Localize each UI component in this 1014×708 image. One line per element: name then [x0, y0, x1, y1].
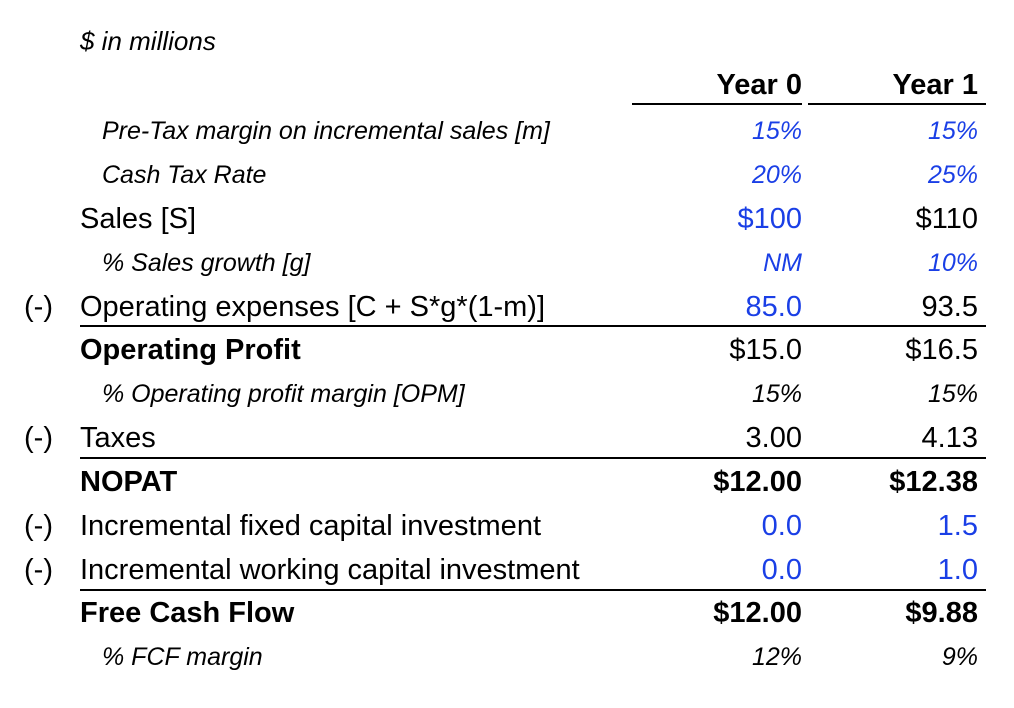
table-row-operating-profit-margin: % Operating profit margin [OPM] 15% 15% [0, 372, 1014, 416]
table-row-nopat: NOPAT $12.00 $12.38 [0, 460, 1014, 504]
table-row-fcf-margin: % FCF margin 12% 9% [0, 635, 1014, 679]
row-label: Cash Tax Rate [102, 161, 267, 189]
cell-year-1: 4.13 [921, 422, 978, 454]
cell-year-0: 3.00 [745, 422, 802, 454]
row-label: Sales [S] [80, 203, 197, 235]
subtotal-rule [80, 457, 986, 459]
cell-year-0: $15.0 [729, 334, 802, 366]
row-label: Incremental working capital investment [80, 554, 580, 586]
cell-year-1: 10% [927, 249, 978, 277]
table-row-free-cash-flow: Free Cash Flow $12.00 $9.88 [0, 591, 1014, 635]
cell-year-0: $12.00 [713, 597, 802, 629]
cell-year-0: 0.0 [761, 510, 802, 542]
cell-year-1: 1.0 [937, 554, 978, 586]
units-caption: $ in millions [80, 26, 216, 56]
subtract-prefix: (-) [24, 554, 53, 586]
subtotal-rule [80, 325, 986, 327]
cell-year-0: 85.0 [745, 291, 802, 323]
table-row-sales: Sales [S] $100 $110 [0, 197, 1014, 241]
header-underline-year-0 [632, 103, 802, 105]
table-row-working-capital-investment: (-) Incremental working capital investmen… [0, 548, 1014, 592]
row-label: % Sales growth [g] [102, 249, 311, 277]
cell-year-1: $12.38 [889, 466, 978, 498]
cell-year-0: 15% [751, 380, 802, 408]
cell-year-0: 0.0 [761, 554, 802, 586]
table-row-sales-growth: % Sales growth [g] NM 10% [0, 241, 1014, 285]
subtotal-rule [80, 589, 986, 591]
row-label: Incremental fixed capital investment [80, 510, 541, 542]
header-underline-year-1 [808, 103, 986, 105]
cell-year-0: 20% [751, 161, 802, 189]
cell-year-0: NM [763, 249, 802, 277]
cell-year-0: $100 [737, 203, 802, 235]
cell-year-1: $9.88 [905, 597, 978, 629]
cell-year-1: $110 [915, 203, 978, 235]
cell-year-0: $12.00 [713, 466, 802, 498]
column-header-year-0: Year 0 [716, 69, 802, 101]
row-label: % Operating profit margin [OPM] [102, 380, 465, 408]
cell-year-0: 12% [751, 643, 802, 671]
subtract-prefix: (-) [24, 291, 53, 323]
row-label: Taxes [80, 422, 156, 454]
table-row-operating-expenses: (-) Operating expenses [C + S*g*(1-m)] 85.… [0, 285, 1014, 329]
column-header-year-1: Year 1 [892, 69, 978, 101]
table-row-fixed-capital-investment: (-) Incremental fixed capital investment 0… [0, 504, 1014, 548]
table-row-pretax-margin: Pre-Tax margin on incremental sales [m] 1… [0, 109, 1014, 153]
cell-year-1: 9% [941, 643, 978, 671]
cell-year-0: 15% [751, 117, 802, 145]
row-label: Operating expenses [C + S*g*(1-m)] [80, 291, 546, 323]
table-row-operating-profit: Operating Profit $15.0 $16.5 [0, 328, 1014, 372]
row-label: NOPAT [80, 466, 178, 498]
subtract-prefix: (-) [24, 422, 53, 454]
row-label: Operating Profit [80, 334, 301, 366]
row-label: Pre-Tax margin on incremental sales [m] [102, 117, 550, 145]
row-label: % FCF margin [102, 643, 263, 671]
cell-year-1: 15% [927, 117, 978, 145]
cell-year-1: 15% [927, 380, 978, 408]
cell-year-1: $16.5 [905, 334, 978, 366]
table-row-taxes: (-) Taxes 3.00 4.13 [0, 416, 1014, 460]
row-label: Free Cash Flow [80, 597, 295, 629]
cell-year-1: 1.5 [937, 510, 978, 542]
table-row-cash-tax-rate: Cash Tax Rate 20% 25% [0, 153, 1014, 197]
subtract-prefix: (-) [24, 510, 53, 542]
cell-year-1: 25% [927, 161, 978, 189]
cell-year-1: 93.5 [921, 291, 978, 323]
